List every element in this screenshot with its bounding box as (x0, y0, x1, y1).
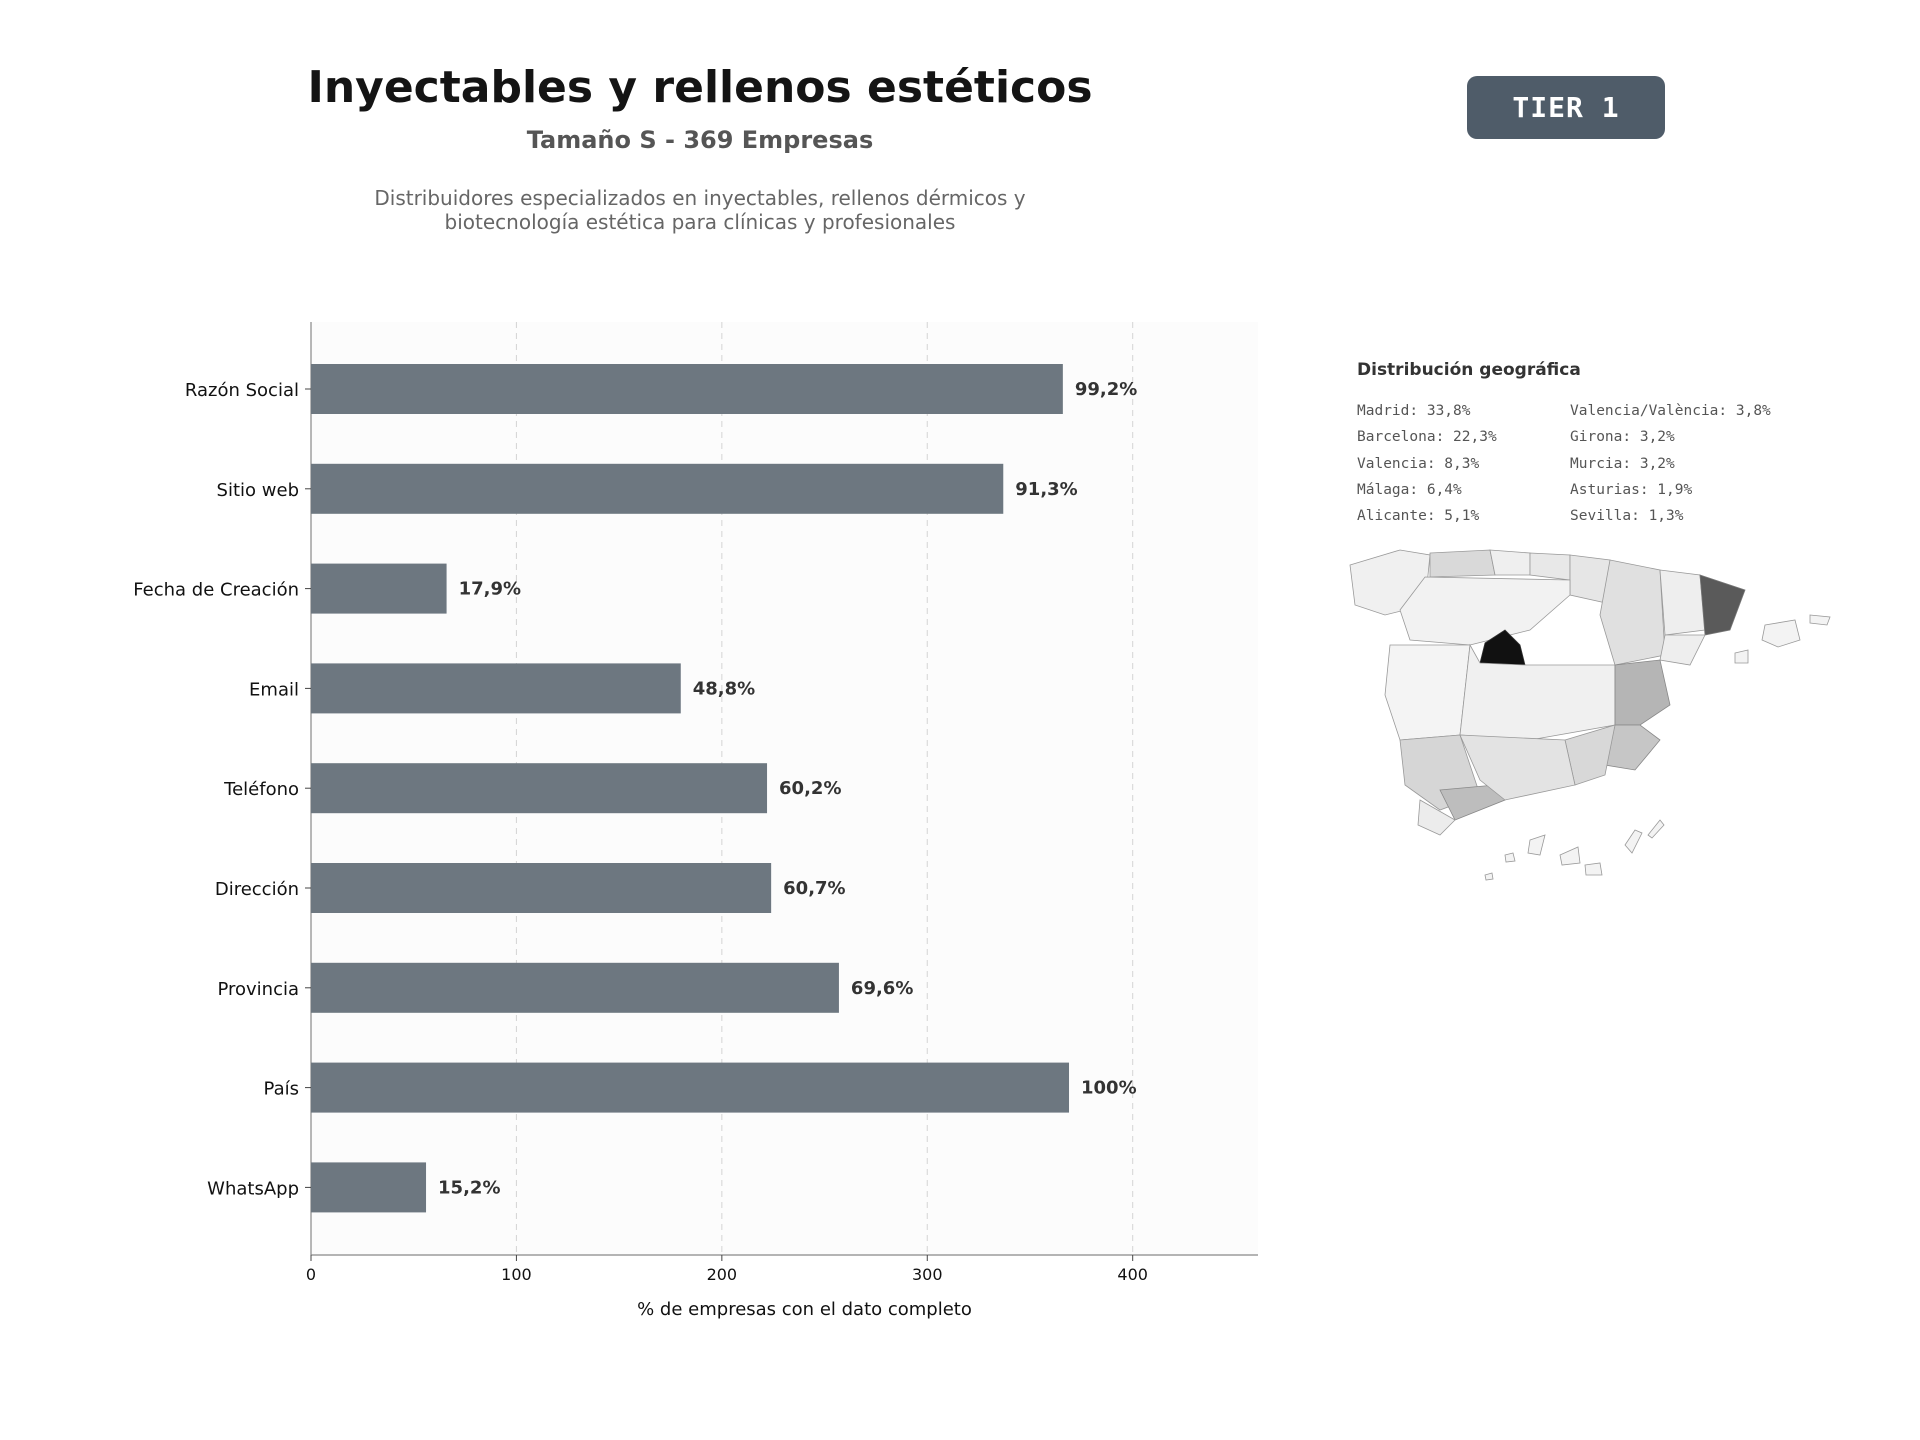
map-region-cantabria (1489, 549, 1531, 576)
map-region-castilla-leon (1399, 576, 1571, 646)
bar (311, 663, 681, 714)
y-tick-label: Razón Social (185, 380, 299, 401)
description-line-1: Distribuidores especializados en inyecta… (374, 186, 1026, 210)
y-tick-label: Sitio web (217, 480, 299, 501)
bar (311, 863, 772, 913)
map-region-mallorca (1761, 619, 1801, 648)
map-region-menorca (1809, 614, 1831, 626)
data-label: 91,3% (1015, 479, 1077, 500)
bar (311, 1062, 1070, 1113)
y-tick-label: Provincia (217, 979, 299, 1000)
map-region-canarias-7 (1484, 872, 1494, 881)
map-region-canarias-4 (1584, 862, 1603, 876)
geo-item: Valencia/València: 3,8% (1570, 403, 1771, 419)
geo-item: Asturias: 1,9% (1570, 481, 1693, 498)
y-tick-label: Fecha de Creación (133, 580, 299, 601)
map-region-tarragona (1659, 634, 1706, 666)
y-tick-label: Teléfono (223, 779, 299, 800)
data-label: 99,2% (1075, 379, 1137, 400)
y-tick-label: WhatsApp (207, 1178, 299, 1199)
map-region-andalucia-east (1459, 734, 1576, 801)
bar (311, 962, 839, 1013)
x-tick-label: 200 (707, 1265, 738, 1284)
chart-title: Inyectables y rellenos estéticos (307, 62, 1093, 113)
geo-item: Alicante: 5,1% (1357, 508, 1480, 525)
data-label: 48,8% (693, 678, 755, 699)
chart-subtitle: Tamaño S - 369 Empresas (526, 126, 874, 154)
geo-item: Sevilla: 1,3% (1570, 508, 1684, 525)
geo-item: Murcia: 3,2% (1570, 455, 1675, 472)
description: Distribuidores especializados en inyecta… (350, 186, 1050, 234)
y-tick-label: Email (249, 679, 299, 700)
map-region-valencia (1614, 659, 1671, 726)
geo-list-left: Madrid: 33,8% Barcelona: 22,3% Valencia:… (1357, 398, 1497, 529)
data-label: 17,9% (459, 579, 521, 600)
geo-item: Valencia: 8,3% (1357, 455, 1480, 472)
bar (311, 364, 1063, 414)
geo-item: Madrid: 33,8% (1357, 403, 1471, 419)
y-tick-label: Dirección (215, 879, 299, 900)
map-region-aragon (1599, 559, 1666, 666)
data-label: 60,2% (779, 778, 841, 799)
map-region-basque (1529, 552, 1571, 581)
map-region-canarias-2 (1559, 846, 1581, 866)
map-region-canarias-5 (1624, 829, 1643, 854)
bar (311, 1162, 427, 1213)
data-label: 100% (1081, 1078, 1137, 1099)
map-region-girona-barcelona (1699, 574, 1746, 636)
tier-badge: TIER 1 (1467, 76, 1665, 139)
map-region-canarias-3 (1504, 852, 1516, 863)
data-label: 60,7% (783, 878, 845, 899)
map-region-extremadura (1384, 644, 1471, 741)
map-region-cadiz (1417, 799, 1456, 836)
x-tick-label: 300 (912, 1265, 943, 1284)
geo-list-right: Valencia/València: 3,8% Girona: 3,2% Mur… (1570, 398, 1771, 529)
x-tick-label: 400 (1117, 1265, 1148, 1284)
map-region-asturias (1429, 549, 1496, 578)
map-region-canarias-1 (1527, 834, 1546, 856)
x-tick-label: 0 (306, 1265, 316, 1284)
bar (311, 463, 1004, 514)
geo-item: Barcelona: 22,3% (1357, 429, 1497, 446)
data-label: 15,2% (438, 1177, 500, 1198)
map-region-lleida (1659, 569, 1706, 636)
bar (311, 563, 447, 614)
geo-item: Girona: 3,2% (1570, 429, 1675, 446)
geo-distribution-title: Distribución geográfica (1357, 360, 1581, 380)
map-region-ibiza (1734, 649, 1749, 664)
geo-item: Málaga: 6,4% (1357, 481, 1462, 498)
spain-province-map (1349, 549, 1831, 881)
map-region-canarias-6 (1647, 819, 1665, 839)
description-line-2: biotecnología estética para clínicas y p… (444, 210, 956, 234)
y-tick-label: País (264, 1079, 299, 1100)
x-tick-label: 100 (501, 1265, 532, 1284)
data-label: 69,6% (851, 978, 913, 999)
bar (311, 763, 768, 814)
x-axis-label: % de empresas con el dato completo (637, 1299, 972, 1320)
